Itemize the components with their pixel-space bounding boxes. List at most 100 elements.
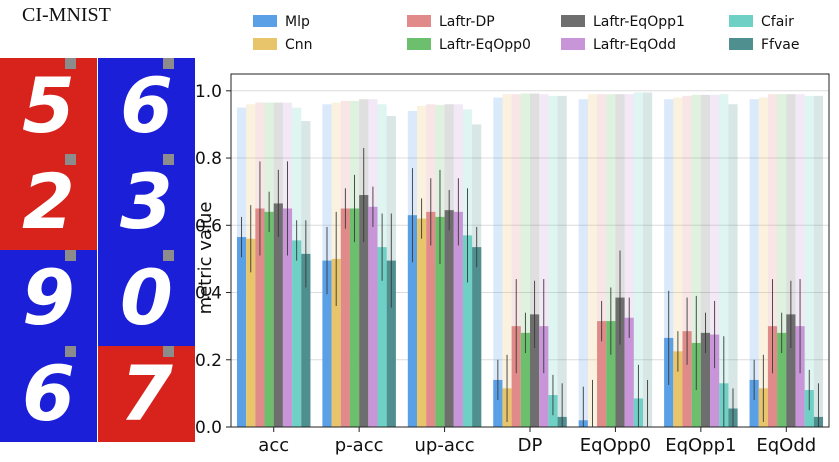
- bar-max-Laftr-EqOpp0: [520, 93, 530, 427]
- bar-chart: Mlp Cnn Laftr-DP Laftr-EqOpp0 Laftr-EqOpp1 La…: [195, 14, 830, 456]
- bar-Laftr-EqOpp1: [530, 314, 540, 427]
- legend-label: Mlp: [285, 14, 310, 30]
- bar-Ffvae: [386, 260, 396, 427]
- bar-Mlp: [236, 237, 247, 427]
- bar-max-Ffvae: [813, 95, 824, 427]
- bar-max-Mlp: [493, 97, 503, 428]
- bar-Laftr-DP: [426, 211, 436, 427]
- legend-label: Laftr-EqOdd: [593, 37, 676, 53]
- mnist-digit: 5: [22, 61, 75, 150]
- chart-legend: Mlp Cnn Laftr-DP Laftr-EqOpp0 Laftr-EqOpp1 La…: [253, 14, 799, 53]
- legend-swatch: [561, 15, 585, 27]
- bar-Mlp: [322, 260, 332, 427]
- y-tick-label: 0.0: [195, 418, 222, 438]
- x-tick-label: up-acc: [414, 435, 474, 456]
- bar-Laftr-EqOpp1: [273, 203, 283, 427]
- legend-label: Laftr-EqOpp1: [593, 14, 685, 30]
- bar-Mlp: [749, 379, 759, 427]
- bar-max-Laftr-DP: [682, 95, 692, 427]
- mnist-digit: 6: [22, 349, 75, 438]
- legend-swatch: [253, 38, 277, 50]
- bar-max-Laftr-EqOdd: [795, 94, 805, 428]
- bar-max-Cnn: [673, 97, 683, 428]
- mnist-digit-cell: 0: [98, 250, 195, 346]
- mnist-digit: 7: [120, 349, 173, 438]
- x-tick-label: DP: [518, 435, 543, 456]
- mnist-digit-cell: 7: [98, 346, 195, 442]
- legend-label: Laftr-EqOpp0: [439, 37, 531, 53]
- bar-max-Laftr-EqOdd: [624, 94, 634, 428]
- mnist-digit-cell: 9: [0, 250, 97, 346]
- legend-swatch: [561, 38, 585, 50]
- bar-max-Laftr-DP: [511, 94, 521, 428]
- bar-max-Laftr-EqOpp0: [606, 94, 616, 428]
- bar-max-Laftr-EqOdd: [539, 94, 549, 428]
- panel-title: CI-MNIST: [22, 4, 111, 26]
- bar-Cfair: [292, 240, 302, 427]
- gray-marker: [65, 250, 76, 261]
- bar-max-Cfair: [633, 92, 643, 427]
- bar-max-Ffvae: [557, 95, 567, 427]
- bar-Laftr-EqOdd: [282, 208, 293, 427]
- y-axis-label: metric value: [195, 202, 216, 315]
- bar-max-Laftr-EqOpp0: [777, 94, 787, 428]
- x-tick-label: EqOpp0: [580, 435, 651, 456]
- legend-label: Laftr-DP: [439, 14, 495, 30]
- y-tick-label: 0.8: [195, 149, 222, 169]
- gray-marker: [163, 346, 174, 357]
- bar-Laftr-EqOpp0: [520, 332, 530, 427]
- bar-Laftr-EqOdd: [453, 211, 463, 427]
- bar-Laftr-DP: [597, 321, 607, 427]
- legend-swatch: [407, 15, 431, 27]
- bar-Mlp: [493, 379, 503, 427]
- x-tick-label: EqOdd: [756, 435, 816, 456]
- legend-label: Cnn: [285, 37, 313, 53]
- bar-Laftr-EqOpp1: [700, 332, 711, 427]
- bar-Laftr-DP: [255, 208, 265, 427]
- bar-Cnn: [673, 351, 683, 427]
- bar-Laftr-EqOpp1: [615, 297, 625, 427]
- bar-Cfair: [462, 235, 473, 427]
- bar-Laftr-EqOpp0: [777, 332, 787, 427]
- bar-max-Laftr-DP: [767, 94, 778, 428]
- mnist-digit: 9: [22, 253, 75, 342]
- mnist-digit-cell: 2: [0, 154, 97, 250]
- mnist-digit: 3: [120, 157, 173, 246]
- mnist-digit: 0: [120, 253, 173, 342]
- bar-max-Laftr-EqOdd: [710, 94, 720, 427]
- bar-max-Laftr-DP: [597, 94, 607, 428]
- bar-max-Laftr-EqOpp1: [786, 94, 796, 428]
- legend-swatch: [407, 38, 431, 50]
- bar-Laftr-EqOpp0: [349, 208, 360, 427]
- legend-swatch: [253, 15, 277, 27]
- gray-marker: [163, 250, 174, 261]
- bar-max-Cfair: [804, 95, 814, 427]
- bar-Cnn: [246, 238, 256, 427]
- legend-label: Ffvae: [761, 37, 799, 53]
- bar-Laftr-DP: [682, 331, 692, 427]
- mnist-digit-cell: 5: [0, 58, 97, 154]
- bar-max-Cnn: [587, 94, 598, 428]
- legend-swatch: [729, 38, 753, 50]
- x-tick-label: p-acc: [335, 435, 384, 456]
- legend-swatch: [729, 15, 753, 27]
- bar-Laftr-EqOpp0: [606, 321, 616, 427]
- y-tick-label: 0.2: [195, 351, 222, 371]
- bar-max-Cnn: [758, 97, 768, 428]
- bar-max-Ffvae: [642, 92, 653, 427]
- gray-marker: [163, 154, 174, 165]
- bar-max-Mlp: [749, 99, 759, 427]
- bar-max-Cfair: [719, 94, 729, 428]
- gray-marker: [65, 154, 76, 165]
- bar-Laftr-EqOpp0: [435, 216, 445, 427]
- bar-max-Mlp: [664, 99, 674, 427]
- bar-Ffvae: [301, 253, 311, 427]
- mnist-digit: 2: [22, 157, 75, 246]
- bar-Cnn: [417, 218, 427, 427]
- bar-max-Ffvae: [728, 104, 738, 427]
- x-tick-label: EqOpp1: [665, 435, 736, 456]
- bar-Laftr-DP: [767, 326, 778, 427]
- bar-Laftr-EqOdd: [539, 326, 549, 427]
- gray-marker: [65, 58, 76, 69]
